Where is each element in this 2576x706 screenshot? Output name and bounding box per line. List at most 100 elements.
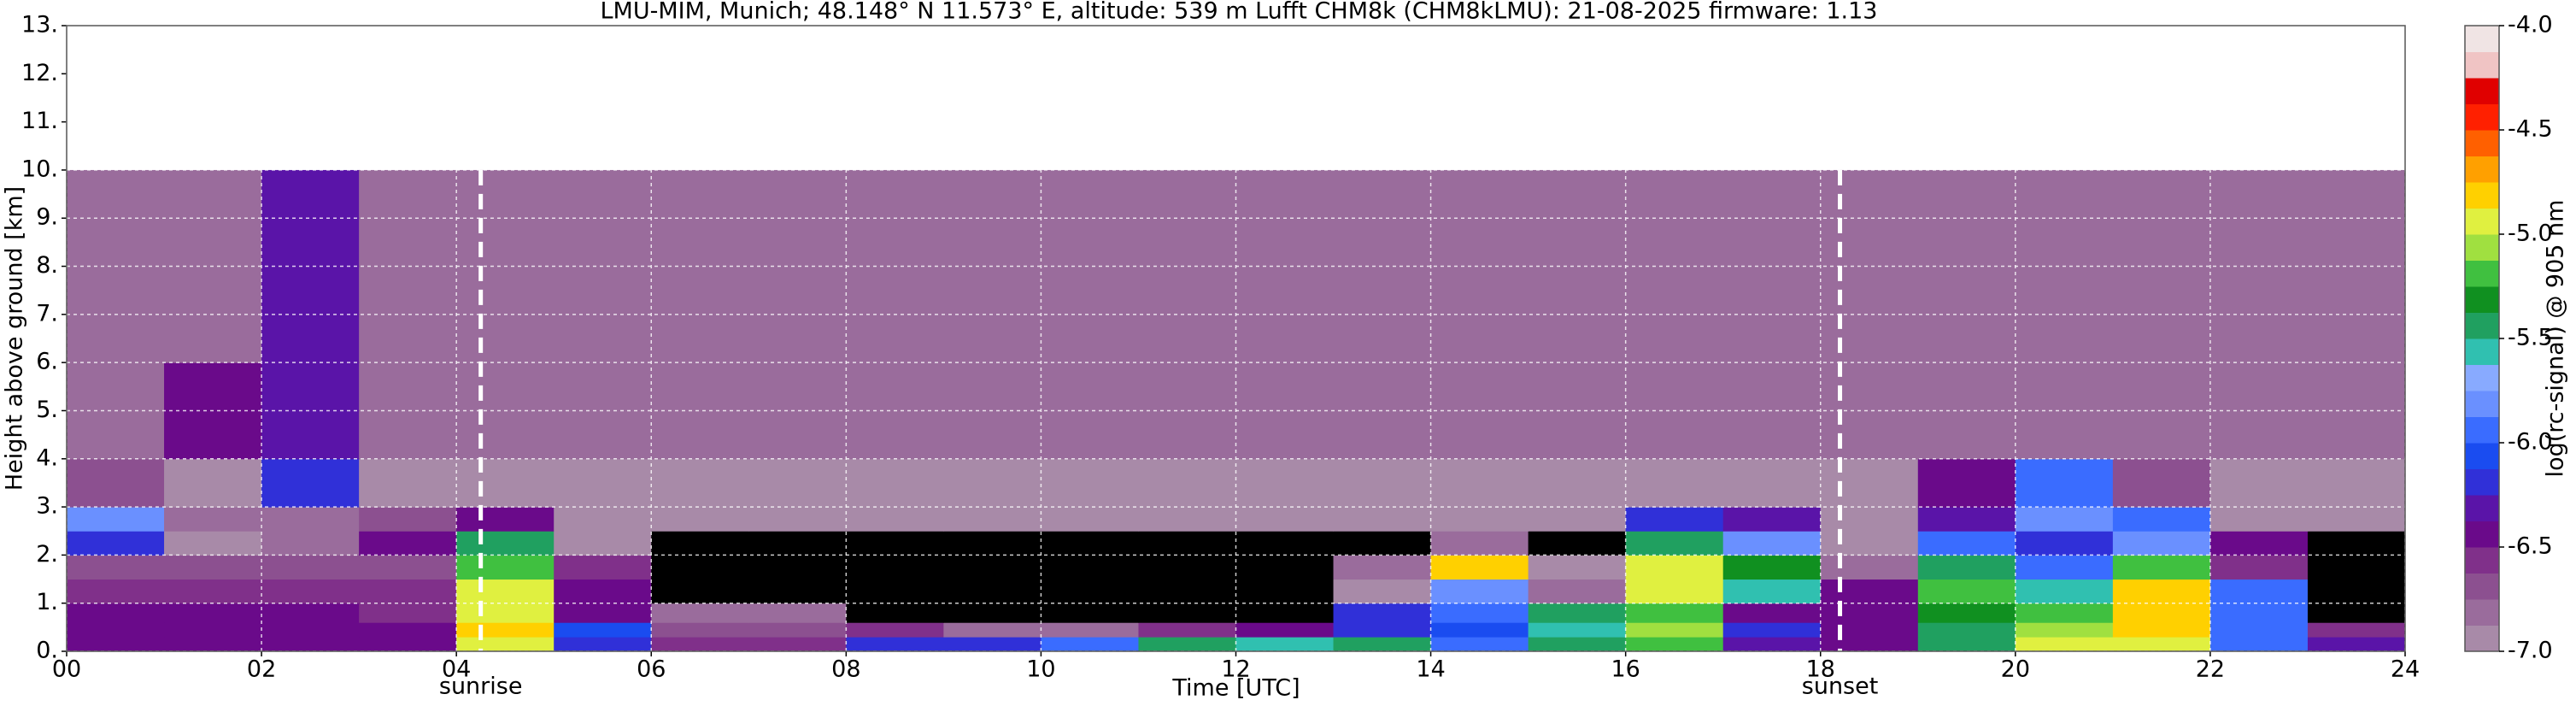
heatmap-cell [67,555,165,580]
heatmap-cell [1041,603,1139,623]
heatmap-cell [748,507,847,532]
heatmap-cell [1820,555,1919,580]
heatmap-cell [1528,603,1627,623]
x-tick-label: 04 [442,656,471,683]
colorbar-band [2465,103,2499,131]
heatmap-cell [1235,579,1335,604]
heatmap-cell [846,507,944,532]
heatmap-cell [1430,579,1529,604]
heatmap-cell [943,622,1042,638]
colorbar-tick-label: -7.0 [2508,638,2553,664]
heatmap-cell [164,458,262,508]
heatmap-cell [67,637,165,652]
heatmap-cell [1722,622,1822,638]
heatmap-cell [1722,555,1822,580]
heatmap-cell [1528,362,1627,460]
x-tick-label: 18 [1806,656,1835,683]
heatmap-cell [651,169,749,363]
heatmap-cell [651,603,749,623]
heatmap-cell [2307,637,2406,652]
heatmap-cell [748,362,847,460]
heatmap-cell [2015,637,2114,652]
y-tick-label: 5. [36,397,58,423]
heatmap-cell [1917,579,2016,604]
heatmap-cell [1235,531,1335,556]
heatmap-cell [1041,507,1139,532]
heatmap-cell [748,603,847,623]
heatmap-cell [2112,555,2211,580]
heatmap-cell [1235,555,1335,580]
heatmap-cell [846,458,944,508]
heatmap-cell [1722,579,1822,604]
heatmap-cell [261,603,360,623]
heatmap-cell [359,622,457,638]
heatmap-cell [2015,622,2114,638]
heatmap-cell [1041,531,1139,556]
heatmap-cell [1722,637,1822,652]
heatmap-cell [1041,362,1139,460]
heatmap-cell [2112,507,2211,532]
heatmap-cell [2112,579,2211,604]
heatmap-cell [456,622,555,638]
heatmap-cell [456,507,555,532]
heatmap-cell [651,507,749,532]
colorbar-band [2465,625,2499,652]
heatmap-cell [2307,555,2406,580]
plot-frame [66,25,2406,652]
heatmap-cell [261,531,360,556]
x-tick-label: 00 [52,656,81,683]
colorbar-band [2465,312,2499,339]
heatmap-cell [651,362,749,460]
heatmap-cell [554,555,652,580]
y-tick-label: 11. [21,108,58,134]
heatmap-cell [1528,637,1627,652]
heatmap-cell [1820,362,1919,460]
heatmap-cell [1820,531,1919,556]
colorbar-band [2465,208,2499,235]
heatmap-cell [1430,622,1529,638]
heatmap-cell [1528,458,1627,508]
heatmap-cell [1041,622,1139,638]
heatmap-cell [1235,622,1335,638]
heatmap-cell [1333,531,1432,556]
heatmap-cell [1722,458,1822,508]
x-tick-label: 12 [1221,656,1250,683]
heatmap-cell [359,637,457,652]
x-tick-label: 14 [1416,656,1445,683]
y-tick-label: 13. [21,12,58,38]
colorbar-band [2465,338,2499,365]
y-tick-label: 10. [21,156,58,182]
heatmap-cell [359,555,457,580]
colorbar-band [2465,26,2499,52]
heatmap-cell [846,531,944,556]
heatmap-cell [554,507,652,532]
heatmap-cell [651,637,749,652]
heatmap-cell [651,531,749,556]
heatmap-cell [651,458,749,508]
heatmap-cell [943,555,1042,580]
heatmap-cell [2209,579,2309,604]
heatmap-cell [1917,622,2016,638]
heatmap-cell [1917,637,2016,652]
x-axis-label: Time [UTC] [1171,675,1300,702]
heatmap-cell [1820,458,1919,508]
heatmap-cell [164,507,262,532]
heatmap-cell [1820,637,1919,652]
heatmap-cell [261,362,360,460]
heatmap-cell [261,579,360,604]
heatmap-cell [1820,622,1919,638]
heatmap-cell [1138,603,1236,623]
heatmap-cell [1235,458,1335,508]
heatmap-cell [67,507,165,532]
heatmap-cell [2112,169,2211,363]
colorbar-label: log(rc-signal) @ 905 nm [2543,200,2569,478]
heatmap-cell [1333,603,1432,623]
colorbar-band [2465,234,2499,261]
colorbar-band [2465,443,2499,469]
colorbar-band [2465,156,2499,183]
y-tick-label: 12. [21,60,58,86]
colorbar-tick-label: -6.5 [2508,533,2553,560]
heatmap-cell [2112,622,2211,638]
heatmap-cell [1528,531,1627,556]
